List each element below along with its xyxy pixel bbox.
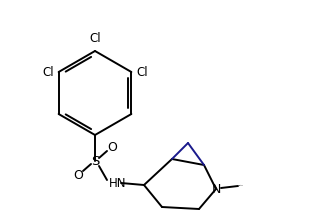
Text: N: N — [211, 183, 221, 196]
Text: Cl: Cl — [89, 32, 101, 45]
Text: methyl: methyl — [239, 185, 244, 187]
Text: Cl: Cl — [42, 66, 54, 79]
Text: O: O — [73, 169, 83, 182]
Text: Cl: Cl — [137, 66, 148, 79]
Text: S: S — [91, 154, 99, 167]
Text: HN: HN — [109, 176, 126, 189]
Text: O: O — [107, 141, 117, 154]
